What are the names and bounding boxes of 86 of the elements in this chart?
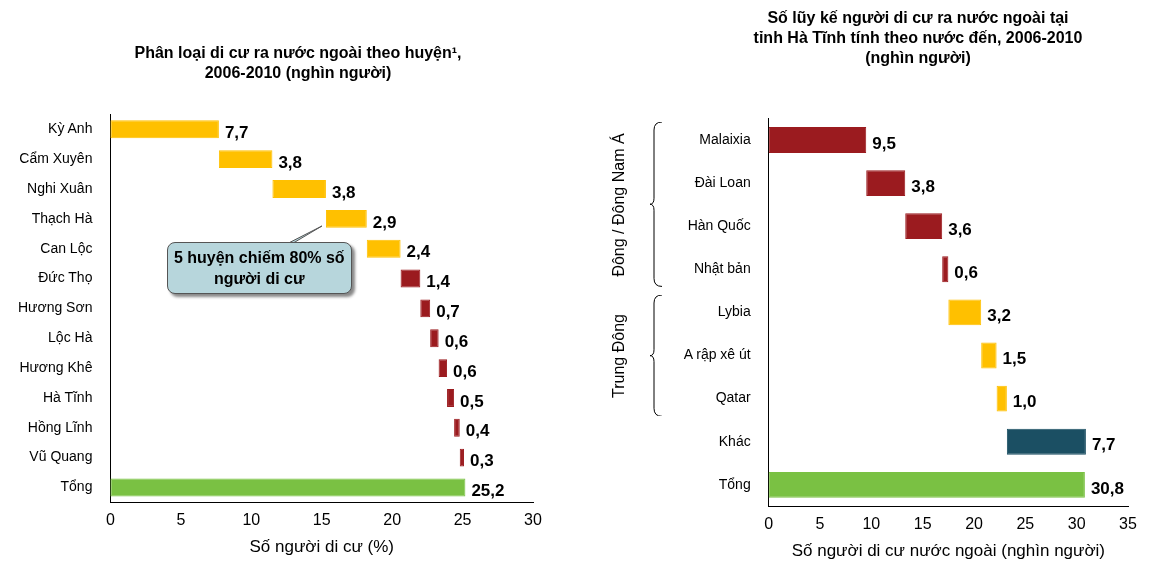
data-label: 0,4: [465, 421, 490, 441]
bar: [110, 120, 219, 139]
bar: [454, 418, 460, 437]
y-tick-label: Hồng Lĩnh: [27, 418, 93, 435]
bar: [905, 213, 943, 240]
x-tick-label: 0: [764, 515, 774, 533]
x-tick-label: 15: [913, 515, 932, 533]
x-tick-label: 10: [242, 511, 261, 529]
y-tick-label: Nhật bản: [693, 260, 751, 277]
data-label: 3,6: [948, 219, 972, 239]
y-tick-label: Đức Thọ: [38, 269, 93, 286]
bar: [768, 471, 1085, 498]
annotation: 5 huyện chiếm 80% số người di cư: [166, 241, 352, 294]
x-tick-label: 0: [105, 511, 115, 529]
x-axis-title: Số người di cư nước ngoài (nghìn người): [791, 541, 1106, 561]
x-tick-label: 15: [312, 511, 331, 529]
bar: [948, 299, 982, 326]
data-label: 0,6: [444, 331, 469, 351]
x-tick-label: 25: [453, 511, 472, 529]
bar: [430, 329, 439, 348]
bar: [366, 239, 401, 258]
y-tick-label: Tổng: [718, 475, 751, 492]
data-label: 3,2: [987, 306, 1011, 326]
bar: [218, 150, 273, 169]
y-tick-label: Hương Sơn: [17, 299, 93, 316]
x-tick-label: 5: [815, 515, 825, 533]
bar: [459, 448, 464, 467]
data-label: 3,8: [331, 182, 356, 202]
y-tick-label: Nghi Xuân: [27, 179, 93, 196]
data-label: 25,2: [471, 481, 505, 501]
bar: [942, 256, 949, 283]
data-label: 0,7: [436, 302, 460, 322]
text: Đông / Đông Nam Á: [608, 132, 628, 279]
x-tick-label: 35: [1119, 515, 1137, 533]
data-label: 7,7: [224, 123, 249, 143]
y-tick-label: Cẩm Xuyên: [19, 150, 93, 167]
bar: [1006, 428, 1086, 455]
y-tick-label: Khác: [718, 432, 751, 449]
bar: [325, 209, 367, 228]
data-label: 3,8: [278, 152, 303, 172]
data-label: 7,7: [1091, 435, 1116, 455]
data-label: 0,6: [954, 262, 978, 282]
bar: [420, 299, 431, 318]
bar: [981, 342, 997, 369]
x-tick-label: 5: [176, 511, 186, 529]
data-label: 0,6: [453, 361, 477, 381]
y-tick-label: Vũ Quang: [29, 448, 93, 465]
data-label: 0,5: [460, 391, 484, 411]
bar: [866, 170, 906, 196]
data-label: 0,3: [469, 451, 494, 471]
x-axis-title: Số người di cư (%): [249, 537, 394, 557]
x-tick-label: 30: [1067, 515, 1086, 533]
data-label: 1,0: [1012, 392, 1037, 412]
bar: [438, 359, 448, 378]
x-tick-label: 20: [383, 511, 402, 529]
data-label: 3,8: [911, 176, 935, 196]
data-label: 1,5: [1002, 349, 1027, 369]
data-label: 30,8: [1090, 478, 1124, 498]
bar: [272, 180, 326, 198]
x-tick-label: 25: [1016, 515, 1035, 533]
y-tick-label: Qatar: [715, 389, 752, 406]
y-tick-label: A rập xê út: [683, 346, 751, 363]
data-label: 9,5: [872, 133, 896, 153]
y-tick-label: Lộc Hà: [48, 329, 93, 346]
chart-title: Phân loại di cư ra nước ngoài theo huyện¹, 2006-2010 (nghìn người): [133, 43, 463, 83]
y-tick-label: Can Lộc: [40, 239, 93, 256]
y-tick-label: Kỳ Anh: [48, 120, 93, 137]
y-tick-label: Hương Khê: [19, 358, 93, 375]
y-tick-label: Tổng: [60, 478, 93, 495]
y-tick-label: Đài Loan: [694, 173, 751, 190]
y-tick-label: Thạch Hà: [31, 209, 93, 226]
y-tick-label: Hà Tĩnh: [42, 388, 93, 405]
data-label: 2,9: [372, 212, 397, 232]
chart-title: Số lũy kế người di cư ra nước ngoài tại tỉnh Hà Tĩnh tính theo nước đến, 2006-2010 (nghìn người): [753, 8, 1083, 68]
y-tick-label: Lybia: [717, 303, 751, 320]
y-tick-label: Hàn Quốc: [687, 217, 751, 234]
x-tick-label: 30: [524, 511, 542, 529]
bar: [447, 388, 455, 407]
bar: [996, 385, 1007, 412]
x-tick-label: 10: [862, 515, 881, 533]
text: Trung Đông: [608, 312, 628, 400]
data-label: 1,4: [426, 272, 451, 292]
data-label: 2,4: [406, 242, 431, 262]
y-tick-label: Malaixia: [699, 130, 751, 147]
x-tick-label: 20: [965, 515, 984, 533]
bar: [110, 478, 466, 497]
